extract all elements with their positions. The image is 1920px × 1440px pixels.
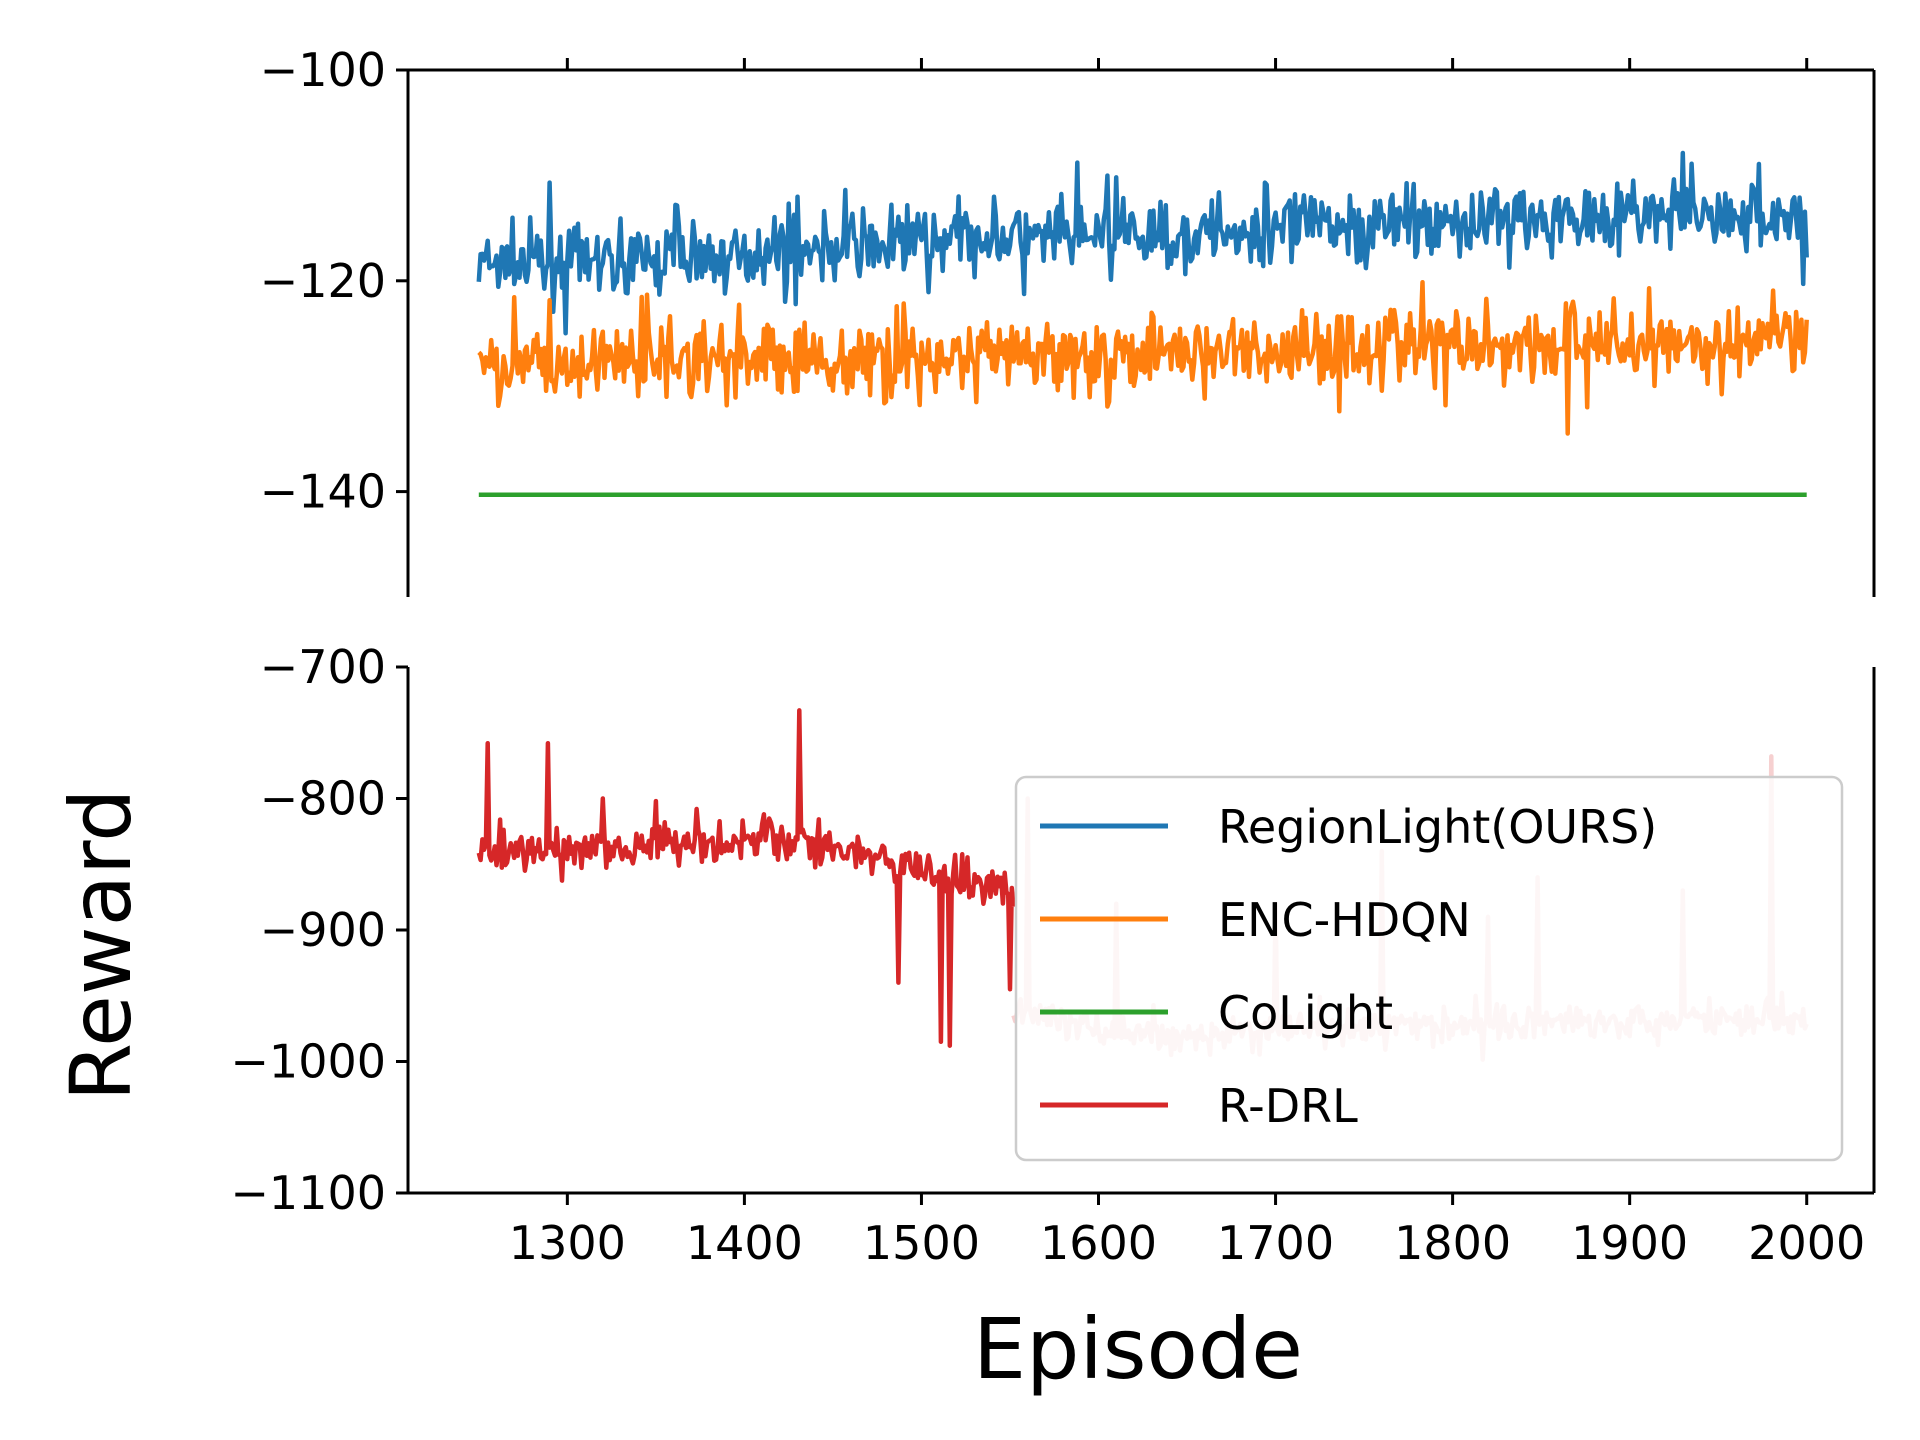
- top-panel: −100 −120 −140: [260, 43, 1876, 597]
- series-line-r-drl-part-1: [476, 708, 1016, 1048]
- x-tick-label: 1400: [686, 1216, 803, 1270]
- bottom-y-tick-label: −700: [260, 640, 386, 694]
- series-line-regionlight-ours: [476, 150, 1809, 336]
- x-tick-label: 1900: [1571, 1216, 1688, 1270]
- bottom-y-tick-label: −900: [260, 903, 386, 957]
- y-axis-title: Reward: [52, 789, 150, 1102]
- bottom-y-tick-label: −800: [260, 772, 386, 826]
- x-tick-label: 1500: [863, 1216, 980, 1270]
- top-y-tick-label: −140: [260, 465, 386, 519]
- legend-label-colight: CoLight: [1218, 986, 1393, 1040]
- x-tick-label: 1300: [509, 1216, 626, 1270]
- legend-label-r-drl: R-DRL: [1218, 1079, 1358, 1133]
- legend-box: [1014, 775, 1844, 1162]
- top-y-tick-label: −120: [260, 254, 386, 308]
- bottom-y-tick-label: −1100: [230, 1166, 386, 1220]
- legend-label-regionlight-ours: RegionLight(OURS): [1218, 800, 1657, 854]
- top-y-tick-label: −100: [260, 43, 386, 97]
- x-tick-label: 1700: [1217, 1216, 1334, 1270]
- series-line-enc-hdqn: [477, 280, 1809, 436]
- x-tick-label: 2000: [1748, 1216, 1865, 1270]
- x-axis-title: Episode: [973, 1300, 1303, 1398]
- legend: RegionLight(OURS) ENC-HDQN CoLight R-DRL: [1014, 775, 1844, 1162]
- x-tick-label: 1800: [1394, 1216, 1511, 1270]
- bottom-y-tick-label: −1000: [230, 1035, 386, 1089]
- x-tick-label: 1600: [1040, 1216, 1157, 1270]
- top-plot-area: [476, 150, 1809, 498]
- legend-label-enc-hdqn: ENC-HDQN: [1218, 893, 1471, 947]
